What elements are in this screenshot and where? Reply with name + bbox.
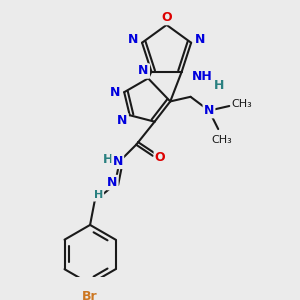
Text: O: O	[161, 11, 172, 24]
Text: N: N	[112, 155, 123, 168]
Text: NH: NH	[192, 70, 212, 83]
Text: H: H	[94, 190, 103, 200]
Text: Br: Br	[82, 290, 98, 300]
Text: N: N	[107, 176, 117, 189]
Text: N: N	[110, 86, 120, 99]
Text: H: H	[103, 153, 114, 166]
Text: N: N	[195, 32, 206, 46]
Text: CH₃: CH₃	[232, 99, 253, 109]
Text: H: H	[214, 79, 224, 92]
Text: N: N	[128, 32, 138, 46]
Text: CH₃: CH₃	[212, 135, 232, 145]
Text: N: N	[204, 104, 214, 117]
Text: O: O	[155, 151, 166, 164]
Text: N: N	[117, 114, 128, 127]
Text: N: N	[138, 64, 149, 77]
